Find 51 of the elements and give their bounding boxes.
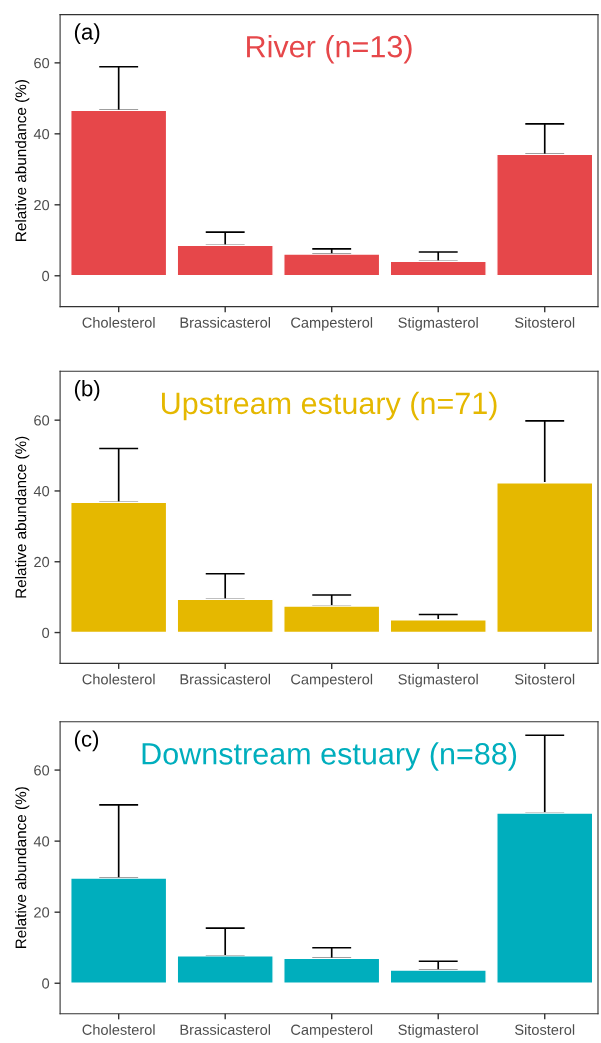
x-tick-label: Brassicasterol bbox=[180, 1024, 271, 1035]
y-tick-label: 60 bbox=[34, 57, 50, 69]
bar bbox=[283, 957, 381, 984]
x-tick-label: Stigmasterol bbox=[398, 673, 478, 688]
y-tick-label: 60 bbox=[34, 765, 50, 776]
x-tick-label: Brassicasterol bbox=[180, 673, 271, 685]
y-tick-label: 20 bbox=[34, 907, 50, 918]
text: River (n=13) bbox=[247, 35, 412, 64]
text: Upstream estuary (n=71) bbox=[162, 391, 497, 421]
bar bbox=[176, 955, 274, 984]
bar bbox=[70, 501, 168, 634]
y-axis-title: Relative abundance (%) bbox=[15, 436, 30, 598]
bar bbox=[389, 969, 487, 984]
x-tick-label: Campesterol bbox=[291, 1024, 373, 1038]
annotation: (a) bbox=[74, 23, 100, 45]
y-tick-label: 0 bbox=[42, 627, 50, 638]
x-tick-label: Campesterol bbox=[291, 673, 373, 688]
x-tick-label: Sitosterol bbox=[515, 1024, 575, 1035]
y-tick-label: 40 bbox=[33, 128, 50, 140]
x-tick-label: Stigmasterol bbox=[398, 1024, 478, 1038]
y-tick-label: 0 bbox=[42, 270, 50, 282]
bar bbox=[176, 244, 274, 277]
x-tick-label: Cholesterol bbox=[82, 1024, 155, 1035]
y-tick-label: 20 bbox=[34, 556, 50, 568]
bar bbox=[496, 482, 594, 634]
bar bbox=[70, 877, 168, 984]
y-axis-title: Relative abundance (%) bbox=[15, 787, 30, 949]
y-tick-label: 20 bbox=[34, 199, 50, 211]
x-tick-label: Sitosterol bbox=[515, 673, 575, 685]
bar bbox=[496, 812, 594, 984]
bar bbox=[389, 619, 487, 634]
bar bbox=[176, 598, 274, 634]
bar bbox=[283, 253, 381, 277]
text: Downstream estuary (n=88) bbox=[142, 742, 517, 771]
annotation: (b) bbox=[74, 380, 100, 401]
bar bbox=[70, 109, 168, 277]
y-tick-label: 40 bbox=[33, 836, 50, 847]
x-tick-label: Cholesterol bbox=[82, 317, 155, 328]
x-tick-label: Sitosterol bbox=[515, 317, 575, 328]
annotation: (c) bbox=[74, 730, 99, 752]
y-tick-label: 40 bbox=[33, 486, 50, 497]
x-tick-label: Campesterol bbox=[291, 317, 373, 331]
x-tick-label: Cholesterol bbox=[82, 673, 155, 685]
bar bbox=[496, 153, 594, 277]
x-tick-label: Stigmasterol bbox=[398, 317, 478, 331]
bar bbox=[283, 605, 381, 634]
bar bbox=[389, 260, 487, 277]
x-tick-label: Brassicasterol bbox=[180, 317, 271, 328]
y-tick-label: 60 bbox=[34, 415, 50, 426]
y-axis-title: Relative abundance (%) bbox=[15, 80, 30, 241]
y-tick-label: 0 bbox=[42, 978, 50, 989]
